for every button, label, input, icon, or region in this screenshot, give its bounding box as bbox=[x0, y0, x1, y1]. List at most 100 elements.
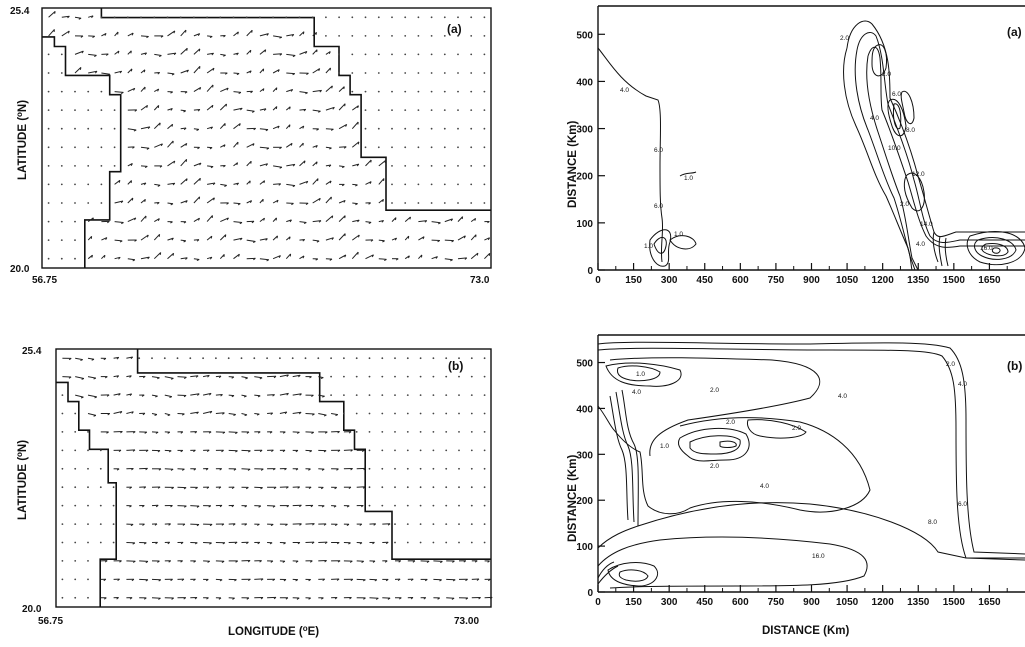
land-dot bbox=[443, 127, 446, 130]
contour-label: 6.0 bbox=[892, 91, 901, 98]
wind-vector-head bbox=[236, 162, 239, 166]
contour-line bbox=[932, 231, 949, 267]
wind-vector-head bbox=[159, 165, 163, 168]
wind-vector-head bbox=[244, 505, 248, 508]
wind-vector bbox=[312, 109, 321, 112]
wind-vector bbox=[154, 183, 161, 186]
wind-vector-head bbox=[107, 73, 111, 76]
land-dot bbox=[432, 431, 435, 433]
wind-vector-head bbox=[348, 431, 352, 434]
wind-vector-head bbox=[330, 128, 334, 131]
wind-vector-head bbox=[144, 52, 147, 56]
land-dot bbox=[417, 127, 420, 130]
x-tick-label: 1650 bbox=[978, 275, 1001, 286]
land-dot bbox=[430, 90, 433, 93]
wind-vector-head bbox=[279, 36, 282, 39]
land-dot bbox=[381, 375, 384, 378]
wind-vector-head bbox=[318, 198, 321, 201]
wind-vector bbox=[193, 258, 200, 260]
wind-vector bbox=[378, 159, 387, 167]
wind-vector-head bbox=[384, 258, 387, 262]
contour-line bbox=[966, 231, 1025, 266]
land-dot bbox=[47, 90, 50, 93]
land-dot bbox=[74, 127, 76, 130]
wind-vector-head bbox=[169, 396, 172, 398]
wind-vector-head bbox=[336, 578, 340, 581]
land-dot bbox=[406, 375, 409, 378]
wind-vector-head bbox=[207, 560, 210, 563]
wind-vector-head bbox=[198, 48, 201, 52]
land-dot bbox=[47, 53, 50, 56]
land-dot bbox=[219, 16, 222, 19]
wind-vector-head bbox=[302, 255, 305, 259]
wind-vector bbox=[114, 221, 124, 223]
land-dot bbox=[445, 431, 448, 433]
land-dot bbox=[470, 467, 473, 470]
wind-vector bbox=[164, 376, 174, 379]
wind-vector-head bbox=[183, 395, 187, 398]
wind-vector bbox=[206, 235, 213, 241]
wind-vector bbox=[48, 11, 56, 18]
wind-vector-head bbox=[119, 240, 123, 243]
contour-line bbox=[669, 235, 697, 250]
wind-vector bbox=[207, 165, 214, 168]
wind-vector bbox=[378, 178, 385, 185]
wind-vector bbox=[273, 165, 282, 168]
land-dot bbox=[377, 35, 380, 37]
panel-tag: (b) bbox=[1007, 359, 1022, 373]
land-dot bbox=[343, 394, 345, 396]
wind-vector bbox=[180, 178, 188, 185]
wind-vector bbox=[272, 69, 280, 74]
wind-vector-head bbox=[398, 560, 402, 563]
wind-vector bbox=[470, 252, 479, 260]
land-dot bbox=[253, 357, 256, 360]
wind-vector-head bbox=[129, 393, 133, 397]
land-dot bbox=[368, 504, 371, 507]
wind-vector-head bbox=[158, 55, 162, 58]
wind-vector-head bbox=[253, 257, 256, 261]
wind-vector-head bbox=[452, 579, 456, 582]
land-dot bbox=[381, 394, 384, 396]
wind-vector-head bbox=[246, 431, 250, 434]
contour-line bbox=[900, 90, 915, 125]
land-dot bbox=[112, 504, 115, 507]
wind-vector-head bbox=[344, 254, 347, 258]
wind-vector-head bbox=[94, 70, 98, 74]
wind-vector-head bbox=[155, 541, 158, 545]
wind-vector bbox=[87, 357, 95, 360]
land-dot bbox=[87, 486, 89, 489]
land-dot bbox=[391, 72, 393, 74]
wind-vector-head bbox=[168, 450, 172, 453]
wind-vector-head bbox=[292, 185, 296, 188]
wind-vector bbox=[167, 123, 173, 130]
land-dot bbox=[60, 90, 63, 93]
wind-vector-head bbox=[167, 414, 171, 417]
land-dot bbox=[381, 449, 384, 452]
wind-vector-head bbox=[180, 449, 184, 453]
land-dot bbox=[74, 578, 77, 581]
wind-vector-head bbox=[221, 560, 225, 564]
wind-vector bbox=[154, 143, 163, 148]
wind-vector-head bbox=[270, 523, 274, 527]
wind-vector-head bbox=[80, 35, 84, 38]
land-dot bbox=[330, 394, 332, 396]
wind-vector-head bbox=[170, 578, 173, 582]
land-dot bbox=[153, 16, 156, 19]
wind-vector-head bbox=[303, 109, 307, 112]
wind-vector bbox=[114, 256, 121, 260]
wind-vector bbox=[470, 234, 477, 241]
wind-vector-head bbox=[331, 215, 334, 219]
wind-vector-head bbox=[157, 218, 160, 222]
wind-vector-head bbox=[257, 395, 261, 398]
wind-vector bbox=[259, 128, 269, 131]
land-dot bbox=[417, 165, 420, 167]
land-dot bbox=[113, 146, 116, 149]
land-dot bbox=[443, 16, 446, 19]
wind-vector bbox=[338, 254, 347, 260]
wind-vector-head bbox=[223, 35, 226, 38]
wind-vector-head bbox=[132, 259, 136, 262]
land-dot bbox=[377, 72, 380, 74]
land-dot bbox=[470, 394, 473, 396]
wind-vector-head bbox=[120, 200, 124, 204]
land-dot bbox=[60, 165, 63, 167]
